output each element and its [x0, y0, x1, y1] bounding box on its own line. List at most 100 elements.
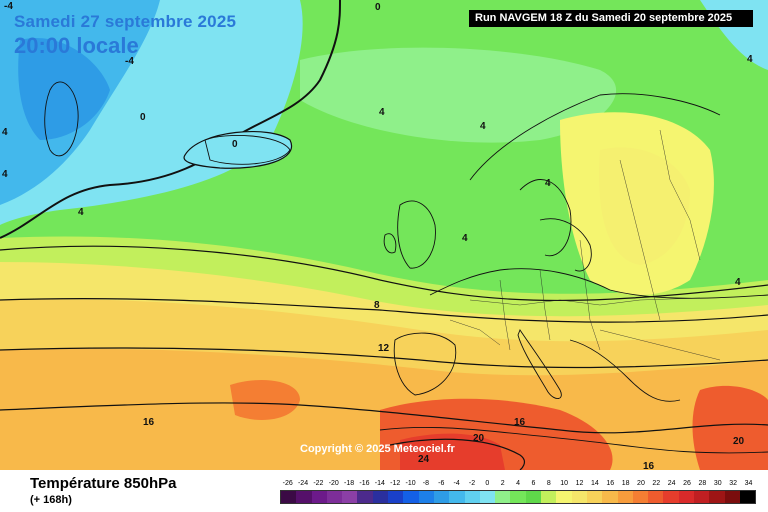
isotherm-label: 4 — [545, 178, 551, 189]
legend-footer: Température 850hPa (+ 168h) -26 -24 -22 -20… — [0, 470, 768, 512]
scale-swatch — [281, 491, 297, 503]
copyright-notice: Copyright © 2025 Meteociel.fr — [300, 443, 455, 455]
isotherm-label: 8 — [374, 300, 380, 311]
isotherm-label: -4 — [4, 1, 13, 12]
field-yellow-orange — [0, 284, 768, 376]
scale-tick-label: 16 — [606, 480, 615, 487]
isotherm-label: 0 — [140, 112, 146, 123]
scale-tick-label: -16 — [359, 480, 370, 487]
scale-swatch — [326, 491, 343, 503]
iberia-coast — [393, 332, 457, 396]
scale-tick-label: -26 — [282, 480, 293, 487]
scale-swatch — [311, 491, 327, 503]
scale-swatch — [495, 491, 511, 503]
scandinavia-coast — [469, 93, 721, 257]
scale-swatch — [541, 491, 557, 503]
scale-tick-label: 24 — [667, 480, 676, 487]
scale-tick-label: 8 — [546, 480, 551, 487]
lead-time: (+ 168h) — [30, 494, 72, 506]
scale-swatch — [632, 491, 649, 503]
isotherm-label: 0 — [375, 2, 381, 13]
color-scale-ticks: -26 -24 -22 -20 -18 -16 -14 -12 -10 -8 -6 -4 -2 0 2 4 6 8… — [280, 479, 756, 488]
scale-tick-label: 28 — [698, 480, 707, 487]
balkans-coast — [569, 339, 681, 402]
isotherm-label: 4 — [379, 107, 385, 118]
scale-swatch — [525, 491, 542, 503]
scale-swatch — [357, 491, 373, 503]
scale-swatch — [556, 491, 572, 503]
scale-swatch — [388, 491, 404, 503]
isotherm-label: 16 — [143, 417, 155, 428]
isotherm-label: 16 — [514, 417, 526, 428]
scale-tick-label: 4 — [516, 480, 521, 487]
scale-tick-label: -10 — [405, 480, 416, 487]
scale-tick-label: -24 — [297, 480, 309, 487]
isotherm-label: -4 — [125, 56, 134, 67]
field-orange-sw — [230, 380, 300, 420]
field-deep-blue — [18, 38, 110, 140]
country-borders — [449, 129, 721, 361]
scale-tick-label: 12 — [575, 480, 584, 487]
forecast-local-time: 20:00 locale — [14, 33, 139, 58]
isotherm-label: 4 — [2, 169, 8, 180]
scale-tick-label: 22 — [652, 480, 661, 487]
isotherm-label: 20 — [473, 433, 485, 444]
scale-swatch — [372, 491, 389, 503]
scale-swatch — [586, 491, 603, 503]
isotherm-0-loop — [183, 131, 293, 169]
scale-tick-label: -2 — [468, 480, 476, 487]
isotherm-label: 0 — [232, 139, 238, 150]
scale-swatch — [602, 491, 618, 503]
scale-tick-label: 6 — [531, 480, 536, 487]
scale-tick-label: 0 — [485, 480, 490, 487]
isotherm-8 — [0, 298, 768, 323]
scale-swatch — [418, 491, 434, 503]
uk-coast — [383, 200, 436, 269]
color-scale-bar — [280, 490, 756, 504]
scale-swatch — [464, 491, 480, 503]
temperature-map: Samedi 27 septembre 2025 20:00 locale Ru… — [0, 0, 768, 470]
isotherm-label: 12 — [378, 343, 390, 354]
scale-tick-label: -18 — [344, 480, 355, 487]
isotherm-label: 4 — [2, 127, 8, 138]
scale-swatch — [433, 491, 450, 503]
isotherm-label: 20 — [733, 436, 745, 447]
scale-swatch — [342, 491, 358, 503]
scale-tick-label: 30 — [713, 480, 722, 487]
scale-tick-label: -8 — [422, 480, 430, 487]
field-scandinavia-yg — [599, 147, 690, 265]
field-yellow-green — [0, 229, 768, 317]
scale-swatch — [479, 491, 496, 503]
scale-tick-label: 14 — [590, 480, 599, 487]
scale-tick-label: 2 — [500, 480, 505, 487]
scale-swatch — [739, 491, 756, 503]
run-banner: Run NAVGEM 18 Z du Samedi 20 septembre 2… — [469, 10, 753, 27]
scale-tick-label: -22 — [313, 480, 324, 487]
scale-tick-label: 18 — [621, 480, 630, 487]
scale-swatch — [571, 491, 587, 503]
scale-tick-label: -20 — [328, 480, 339, 487]
scale-swatch — [449, 491, 465, 503]
scale-tick-label: 20 — [637, 480, 645, 487]
scale-swatch — [709, 491, 725, 503]
scale-tick-label: -6 — [438, 480, 445, 487]
field-green-light — [300, 47, 617, 143]
scale-swatch — [510, 491, 526, 503]
field-red-dark — [400, 433, 505, 470]
isotherm-20 — [389, 438, 525, 470]
isotherm-label: 4 — [462, 233, 468, 244]
isotherm-label: 4 — [480, 121, 486, 132]
isotherm-16 — [0, 402, 768, 434]
scale-tick-label: 26 — [683, 480, 691, 487]
isotherm-12 — [0, 347, 768, 369]
isotherm-label: 4 — [735, 277, 741, 288]
isotherm-label: 4 — [747, 54, 753, 65]
isotherm-label: 4 — [78, 207, 84, 218]
greenland-coast — [44, 81, 79, 157]
isotherm-4 — [0, 245, 768, 302]
scale-swatch — [648, 491, 664, 503]
scale-tick-label: 10 — [560, 480, 569, 487]
scale-swatch — [724, 491, 740, 503]
scale-swatch — [617, 491, 633, 503]
scale-swatch — [296, 491, 312, 503]
